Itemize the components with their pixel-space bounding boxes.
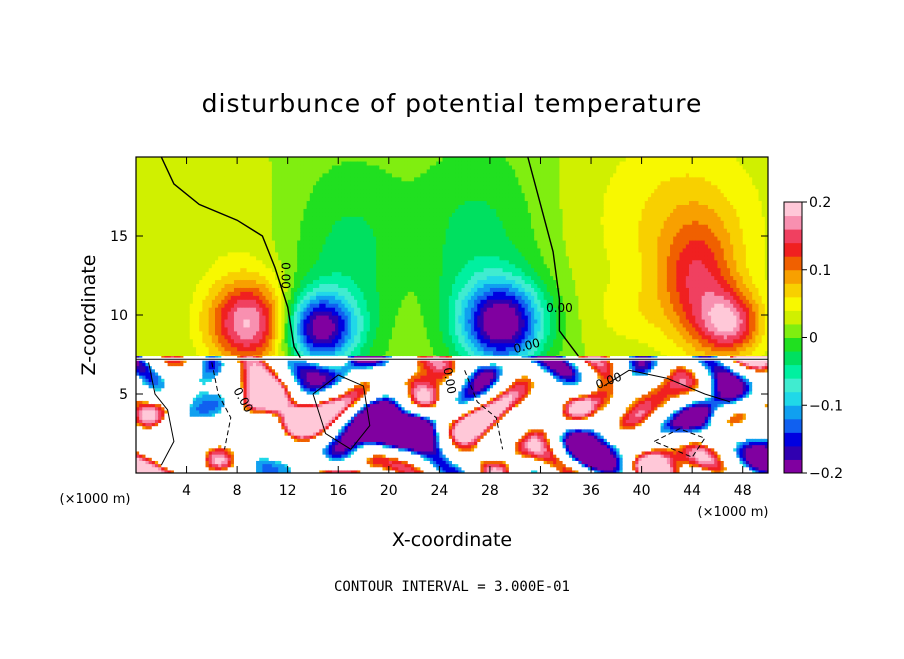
x-tick-label: 20 <box>380 483 398 499</box>
colorbar-swatch <box>784 432 802 446</box>
colorbar-tick-label: 0.2 <box>809 195 831 211</box>
colorbar-swatch <box>784 378 802 392</box>
x-tick-label: 48 <box>734 483 752 499</box>
colorbar-tick-label: 0 <box>809 331 818 347</box>
colorbar-ticks: 0.2 0.1 0 −0.1 −0.2 <box>802 195 843 482</box>
colorbar-swatch <box>784 202 802 216</box>
x-tick-label: 32 <box>532 483 550 499</box>
colorbar-swatch <box>784 216 802 230</box>
x-unit-left: (×1000 m) <box>60 492 131 507</box>
colorbar-swatch <box>784 446 802 460</box>
colorbar-swatch <box>784 338 802 352</box>
colorbar-swatch <box>784 419 802 433</box>
colorbar-swatch <box>784 459 802 473</box>
colorbar <box>784 202 802 474</box>
x-tick-label: 16 <box>329 483 347 499</box>
x-tick-label: 12 <box>279 483 297 499</box>
x-tick-label: 24 <box>430 483 448 499</box>
x-unit-right: (×1000 m) <box>698 505 769 520</box>
colorbar-swatch <box>784 405 802 419</box>
chart-title: disturbunce of potential temperature <box>202 89 703 118</box>
x-tick-label: 44 <box>683 483 701 499</box>
colorbar-swatch <box>784 229 802 243</box>
x-axis-label: X-coordinate <box>392 529 512 551</box>
colorbar-swatch <box>784 365 802 379</box>
x-tick-label: 36 <box>582 483 600 499</box>
colorbar-swatch <box>784 324 802 338</box>
colorbar-tick-label: 0.1 <box>809 263 831 279</box>
y-tick-label: 15 <box>110 229 128 245</box>
colorbar-tick-label: −0.1 <box>809 398 843 414</box>
y-tick-label: 5 <box>119 387 128 403</box>
colorbar-swatch <box>784 283 802 297</box>
x-tick-label: 28 <box>481 483 499 499</box>
colorbar-swatch <box>784 270 802 284</box>
colorbar-tick-label: −0.2 <box>809 466 843 482</box>
colorbar-swatch <box>784 256 802 270</box>
temperature-field <box>136 157 769 363</box>
contour-label: 0.00 <box>278 262 292 289</box>
x-tick-label: 4 <box>182 483 191 499</box>
colorbar-swatch <box>784 310 802 324</box>
contour-interval-note: CONTOUR INTERVAL = 3.000E-01 <box>334 579 570 595</box>
x-tick-label: 40 <box>633 483 651 499</box>
y-axis-label: Z-coordinate <box>78 255 100 376</box>
x-tick-label: 8 <box>233 483 242 499</box>
contour-label: 0.00 <box>546 301 573 315</box>
colorbar-swatch <box>784 351 802 365</box>
colorbar-swatch <box>784 243 802 257</box>
colorbar-swatch <box>784 297 802 311</box>
y-tick-label: 10 <box>110 308 128 324</box>
colorbar-swatch <box>784 392 802 406</box>
plot-area <box>136 157 769 474</box>
